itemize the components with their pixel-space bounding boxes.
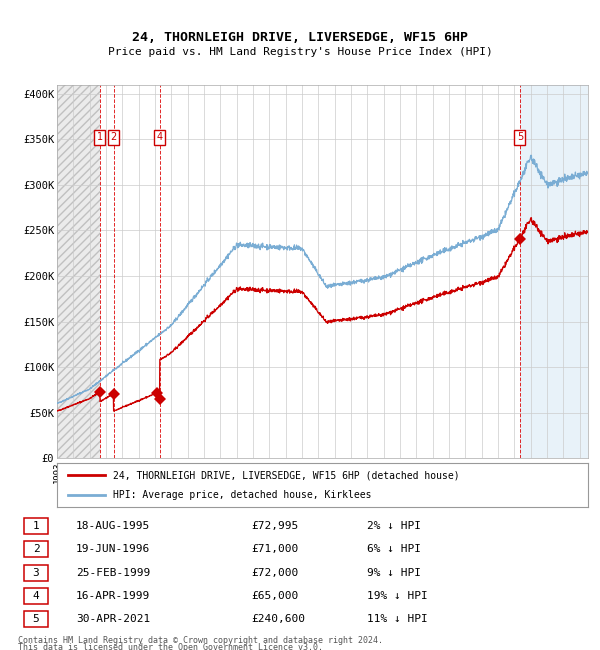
FancyBboxPatch shape [24,565,48,580]
Text: 19-JUN-1996: 19-JUN-1996 [76,545,151,554]
Text: 16-APR-1999: 16-APR-1999 [76,591,151,601]
FancyBboxPatch shape [24,518,48,534]
Text: 3: 3 [32,567,40,578]
Text: 2: 2 [32,545,40,554]
FancyBboxPatch shape [24,541,48,558]
Text: 2% ↓ HPI: 2% ↓ HPI [367,521,421,531]
Text: 4: 4 [32,591,40,601]
Text: £71,000: £71,000 [251,545,298,554]
Text: 1: 1 [97,133,103,142]
Text: HPI: Average price, detached house, Kirklees: HPI: Average price, detached house, Kirk… [113,489,371,500]
Text: £72,000: £72,000 [251,567,298,578]
Text: 5: 5 [32,614,40,624]
FancyBboxPatch shape [24,611,48,627]
Text: 24, THORNLEIGH DRIVE, LIVERSEDGE, WF15 6HP (detached house): 24, THORNLEIGH DRIVE, LIVERSEDGE, WF15 6… [113,470,460,480]
Text: 19% ↓ HPI: 19% ↓ HPI [367,591,428,601]
Text: 18-AUG-1995: 18-AUG-1995 [76,521,151,531]
Text: 24, THORNLEIGH DRIVE, LIVERSEDGE, WF15 6HP: 24, THORNLEIGH DRIVE, LIVERSEDGE, WF15 6… [132,31,468,44]
Text: 11% ↓ HPI: 11% ↓ HPI [367,614,428,624]
Text: Contains HM Land Registry data © Crown copyright and database right 2024.: Contains HM Land Registry data © Crown c… [18,636,383,645]
Text: 1: 1 [32,521,40,531]
Text: This data is licensed under the Open Government Licence v3.0.: This data is licensed under the Open Gov… [18,644,323,650]
Text: 9% ↓ HPI: 9% ↓ HPI [367,567,421,578]
Text: 5: 5 [517,133,523,142]
Text: Price paid vs. HM Land Registry's House Price Index (HPI): Price paid vs. HM Land Registry's House … [107,47,493,57]
Text: £65,000: £65,000 [251,591,298,601]
FancyBboxPatch shape [24,588,48,604]
Text: 2: 2 [110,133,117,142]
Text: 25-FEB-1999: 25-FEB-1999 [76,567,151,578]
Text: £72,995: £72,995 [251,521,298,531]
Text: 6% ↓ HPI: 6% ↓ HPI [367,545,421,554]
Text: £240,600: £240,600 [251,614,305,624]
Text: 30-APR-2021: 30-APR-2021 [76,614,151,624]
Text: 4: 4 [157,133,163,142]
